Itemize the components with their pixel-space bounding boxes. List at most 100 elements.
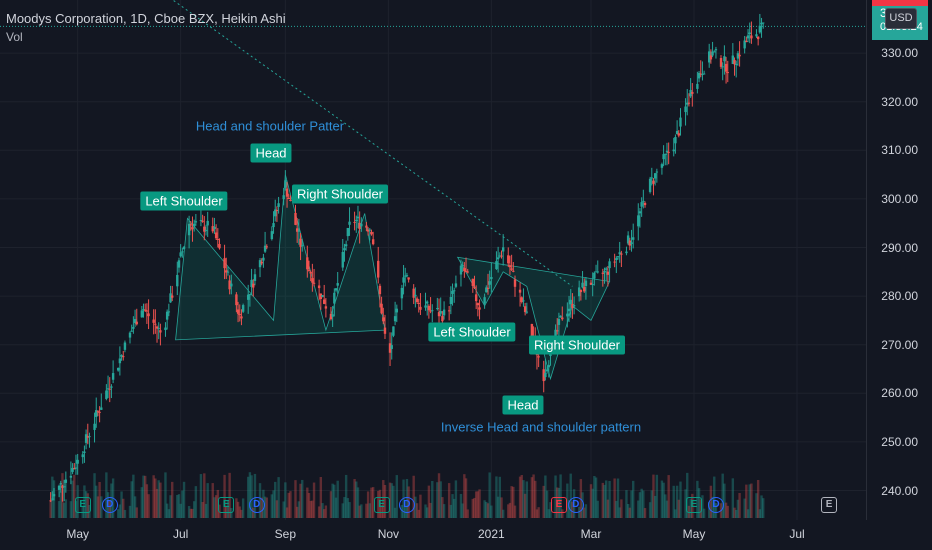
candle-body[interactable] xyxy=(466,271,469,273)
candle-body[interactable] xyxy=(191,227,194,230)
candle-body[interactable] xyxy=(238,314,241,316)
candle-body[interactable] xyxy=(662,154,665,160)
symbol-title[interactable]: Moodys Corporation, 1D, Cboe BZX, Heikin… xyxy=(6,11,286,26)
earnings-icon[interactable]: E xyxy=(821,497,838,513)
candle-body[interactable] xyxy=(756,36,760,40)
candle-body[interactable] xyxy=(571,303,574,309)
candle-body[interactable] xyxy=(321,295,324,298)
candle-body[interactable] xyxy=(652,180,655,184)
candle-body[interactable] xyxy=(159,330,162,333)
inverse-head-label[interactable]: Head xyxy=(502,395,544,415)
candle-body[interactable] xyxy=(675,130,679,134)
candle-body[interactable] xyxy=(382,317,385,322)
earnings-icon[interactable]: E xyxy=(218,497,235,513)
candle-body[interactable] xyxy=(301,245,304,247)
candle-body[interactable] xyxy=(370,231,373,235)
candle-body[interactable] xyxy=(358,222,361,230)
candle-body[interactable] xyxy=(615,258,618,261)
candle-body[interactable] xyxy=(368,229,371,231)
candle-body[interactable] xyxy=(476,303,480,306)
candle-body[interactable] xyxy=(299,238,302,247)
candle-body[interactable] xyxy=(447,310,451,312)
candle-body[interactable] xyxy=(88,436,91,438)
candle-body[interactable] xyxy=(277,203,280,207)
candle-body[interactable] xyxy=(473,286,476,288)
candle-body[interactable] xyxy=(485,287,488,293)
candle-body[interactable] xyxy=(400,287,404,299)
candle-body[interactable] xyxy=(561,317,564,320)
candle-body[interactable] xyxy=(51,498,54,500)
candle-body[interactable] xyxy=(167,311,171,313)
candle-body[interactable] xyxy=(714,49,718,51)
candle-body[interactable] xyxy=(557,318,561,325)
left-shoulder-label[interactable]: Left Shoulder xyxy=(140,191,228,211)
candle-body[interactable] xyxy=(86,435,89,438)
candle-body[interactable] xyxy=(613,261,616,263)
candle-body[interactable] xyxy=(380,303,383,314)
candle-body[interactable] xyxy=(346,227,350,237)
candle-body[interactable] xyxy=(154,323,157,325)
candle-body[interactable] xyxy=(711,51,714,56)
candle-body[interactable] xyxy=(559,315,562,318)
candle-body[interactable] xyxy=(177,260,181,268)
candle-body[interactable] xyxy=(250,279,253,287)
candle-body[interactable] xyxy=(429,310,432,312)
candle-body[interactable] xyxy=(164,327,167,331)
candle-body[interactable] xyxy=(110,386,113,388)
candle-body[interactable] xyxy=(498,255,502,257)
candle-body[interactable] xyxy=(116,367,120,371)
candle-body[interactable] xyxy=(750,35,753,39)
candle-body[interactable] xyxy=(377,260,380,278)
candle-body[interactable] xyxy=(132,326,135,329)
candle-body[interactable] xyxy=(577,287,581,297)
candle-body[interactable] xyxy=(324,306,328,309)
candle-body[interactable] xyxy=(702,73,706,75)
candle-body[interactable] xyxy=(52,494,56,497)
candle-body[interactable] xyxy=(655,171,659,173)
candle-body[interactable] xyxy=(62,486,66,488)
candle-body[interactable] xyxy=(83,451,86,453)
candle-body[interactable] xyxy=(726,72,729,74)
candle-body[interactable] xyxy=(554,329,557,339)
candle-body[interactable] xyxy=(620,253,623,255)
candle-body[interactable] xyxy=(81,454,84,458)
candle-body[interactable] xyxy=(427,305,431,311)
candle-body[interactable] xyxy=(331,314,334,317)
candle-body[interactable] xyxy=(463,268,466,271)
candle-body[interactable] xyxy=(643,202,647,206)
candle-body[interactable] xyxy=(745,40,748,42)
candle-body[interactable] xyxy=(709,55,713,60)
head-label[interactable]: Head xyxy=(250,143,292,163)
candle-body[interactable] xyxy=(297,230,301,232)
earnings-icon[interactable]: E xyxy=(373,497,390,513)
candle-body[interactable] xyxy=(632,237,635,240)
candle-body[interactable] xyxy=(275,210,279,212)
candle-body[interactable] xyxy=(471,278,474,287)
candle-body[interactable] xyxy=(523,306,527,313)
candle-body[interactable] xyxy=(223,258,226,269)
candle-body[interactable] xyxy=(721,66,724,68)
candle-body[interactable] xyxy=(679,117,682,127)
candle-body[interactable] xyxy=(189,224,192,226)
candle-body[interactable] xyxy=(248,294,252,296)
candle-body[interactable] xyxy=(512,270,515,272)
candle-body[interactable] xyxy=(603,271,606,273)
candle-body[interactable] xyxy=(490,276,493,280)
candle-body[interactable] xyxy=(118,358,122,364)
candle-body[interactable] xyxy=(642,200,645,202)
candle-body[interactable] xyxy=(317,285,321,289)
candle-body[interactable] xyxy=(203,226,206,232)
candle-body[interactable] xyxy=(311,278,314,283)
candle-body[interactable] xyxy=(157,327,160,329)
candle-body[interactable] xyxy=(459,265,463,275)
candle-body[interactable] xyxy=(488,281,491,285)
candle-body[interactable] xyxy=(672,149,675,152)
candle-body[interactable] xyxy=(383,327,387,334)
candle-body[interactable] xyxy=(569,299,572,305)
candle-body[interactable] xyxy=(181,251,184,253)
candle-body[interactable] xyxy=(260,261,263,264)
candle-body[interactable] xyxy=(724,63,728,72)
candle-body[interactable] xyxy=(319,293,323,300)
candle-body[interactable] xyxy=(235,294,238,306)
